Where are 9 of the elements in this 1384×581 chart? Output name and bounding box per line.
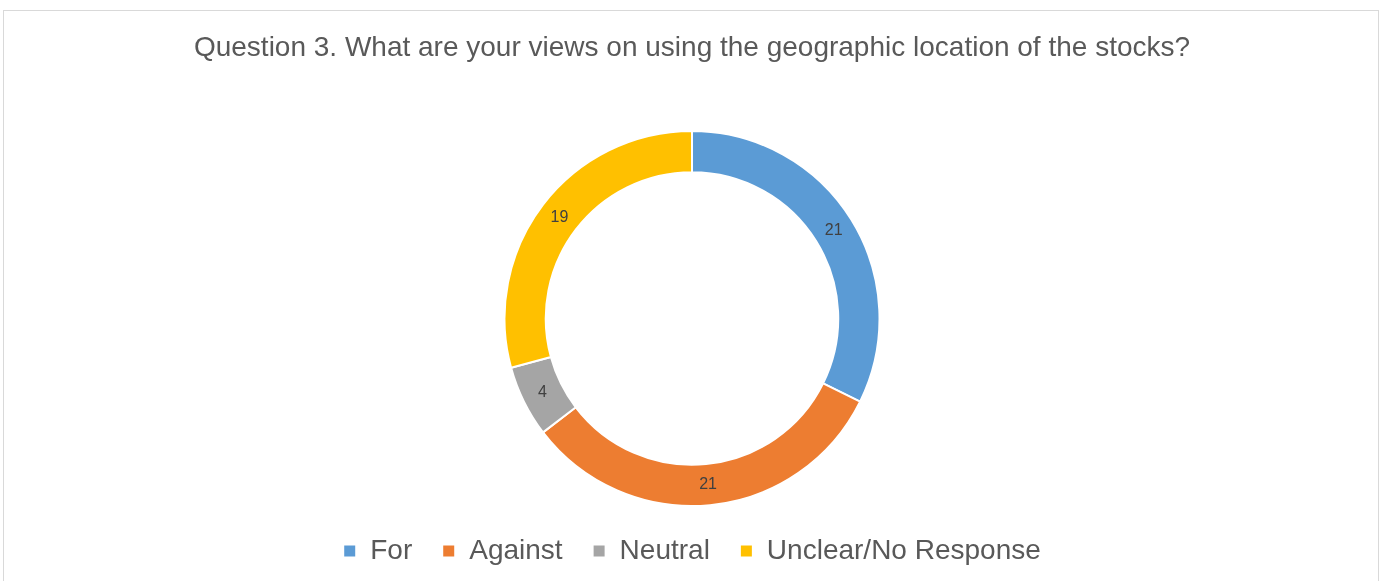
legend-label: Unclear/No Response — [766, 533, 1041, 565]
legend-label: Against — [469, 533, 563, 565]
data-label: 4 — [537, 382, 547, 400]
data-label: 21 — [699, 475, 718, 492]
legend-label: For — [370, 533, 413, 565]
legend-label: Neutral — [619, 533, 710, 565]
chart-title: Question 3. What are your views on using the geographic location of the stocks? — [192, 30, 1192, 64]
data-label: 21 — [824, 220, 843, 238]
data-label: 19 — [550, 207, 569, 225]
